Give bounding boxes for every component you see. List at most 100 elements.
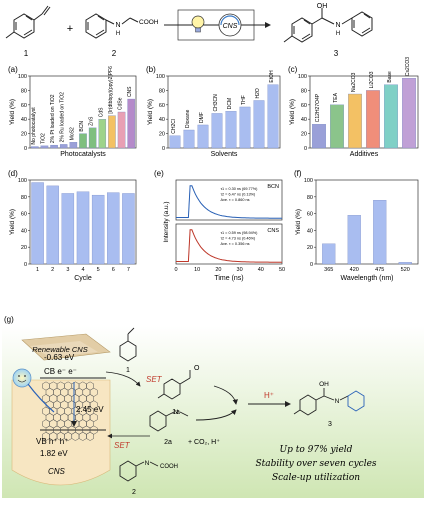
plus-sign: + — [67, 23, 73, 35]
panel-a-bar — [40, 145, 49, 149]
panel-d-bar — [91, 194, 105, 265]
panel-a-bar — [50, 144, 58, 149]
panel-c-bar-label: Cs2CO3 — [405, 57, 411, 76]
panel-b-letter: (b) — [146, 65, 156, 74]
panel-f-xtick-label: 365 — [324, 267, 333, 273]
panel-e-bottom-frame — [175, 223, 283, 265]
panel-c: (c) 0 20 40 60 80 100 Yield (%) Additives C12H27O… — [288, 57, 419, 158]
panel-c-ytick-label: 80 — [301, 88, 307, 94]
panel-b-ytick-label: 60 — [159, 103, 165, 109]
panel-b-bar — [225, 111, 237, 149]
mech-oh-label: OH — [319, 381, 329, 388]
panel-d-bar — [31, 182, 44, 265]
panel-a-ylabel: Yield (%) — [9, 99, 16, 125]
cns-fit-line: Ave. τ = 0.356 ns — [221, 242, 250, 246]
panel-c-frame — [309, 75, 419, 149]
panel-d-xlabel: Cycle — [74, 275, 92, 282]
panel-c-letter: (c) — [288, 65, 298, 74]
mech-cooh-label: COOH — [160, 464, 178, 470]
panel-b-frame — [167, 75, 281, 149]
bcn-fit-line: τ1 = 0.30 ns (69.77%) — [221, 187, 259, 191]
cns-fit-line: τ2 = 4.73 ns (0.46%) — [221, 237, 256, 241]
set-arrow-1 — [105, 371, 141, 387]
product-h-label: H — [336, 31, 340, 37]
panel-b-bar-label: CH2Cl — [171, 119, 177, 134]
label-3: 3 — [334, 49, 339, 58]
cns-fit-line: τ1 = 0.59 ns (98.94%) — [221, 231, 259, 235]
panel-b-ytick-label: 40 — [159, 117, 165, 123]
panel-a-ytick-label: 0 — [24, 146, 27, 152]
panel-b-bar-label: CH3CN — [213, 94, 219, 112]
panel-a-bar-label: CdS — [98, 107, 104, 117]
panel-a-bar-label: TiO2 — [40, 133, 46, 144]
panel-e-xtick-label: 40 — [258, 267, 264, 273]
panel-d-xtick-label: 2 — [51, 267, 54, 273]
panel-d: (d) 0 20 40 60 80 100 Yield (%) Cycle 1 2 3 4 5 6 7 — [8, 169, 137, 282]
panel-a-bar-label: CdSe — [118, 97, 124, 110]
renewable-cns-label: Renewable CNS — [32, 345, 87, 354]
mech-2-n-label: N — [145, 460, 150, 467]
mech-molecule-3 — [293, 388, 365, 416]
panel-a-bar-label: MoS2 — [69, 127, 75, 140]
cb-label: CB e⁻ e⁻ — [44, 367, 77, 376]
sun-icon — [12, 368, 55, 413]
panel-c-bar-label: C12H27O4P — [315, 93, 321, 122]
mech-molecule-1a — [157, 370, 191, 400]
panel-c-bar — [402, 78, 416, 149]
panel-f-ytick-label: 80 — [307, 195, 313, 201]
panel-f-frame — [315, 179, 419, 265]
mech-2a-n-label: N — [174, 409, 179, 416]
panel-c-bar-label: TEA — [333, 92, 339, 102]
panel-d-xtick-label: 7 — [127, 267, 130, 273]
panel-c-bar — [348, 93, 362, 149]
panel-d-bar — [122, 193, 135, 265]
vb-label: VB h⁺ h⁺ — [36, 437, 68, 446]
panel-c-bar-label: Base — [387, 71, 393, 83]
panel-a-bar-label: 2% Ru loaded on TiO2 — [60, 92, 66, 143]
panel-f-letter: (f) — [294, 169, 302, 178]
bcn-fit-line: τ2 = 6.47 ns (0.13%) — [221, 193, 256, 197]
panel-d-xtick-label: 3 — [66, 267, 69, 273]
panel-d-bar — [61, 193, 75, 265]
panel-d-bar — [76, 191, 90, 265]
panel-d-letter: (d) — [8, 169, 18, 178]
panel-f-ytick-label: 60 — [307, 212, 313, 218]
panel-d-ytick-label: 40 — [21, 228, 27, 234]
bcn-legend: BCN — [267, 184, 279, 190]
label-2: 2 — [112, 49, 117, 58]
nh-label: N — [115, 22, 120, 29]
panel-e-ylabel: Intensity (a.u.) — [163, 201, 170, 242]
mech-label-1a: 1a — [172, 409, 180, 416]
light-bulb-icon — [191, 15, 205, 33]
cb-energy-label: -0.63 eV — [44, 353, 75, 362]
panel-f-xtick-label: 520 — [401, 267, 410, 273]
panel-b-bar — [239, 106, 251, 149]
mech-label-2: 2 — [132, 489, 136, 496]
molecule-1 — [5, 5, 51, 39]
panel-c-bar — [330, 104, 344, 149]
cns-label: CNS — [223, 23, 238, 30]
panel-d-bar — [46, 185, 59, 265]
panel-a-bar-label: No photocatalyst — [31, 107, 37, 145]
panel-a-bar — [79, 133, 87, 149]
panel-e-letter: (e) — [154, 169, 164, 178]
panel-f-bar — [373, 200, 387, 265]
panel-c-ytick-label: 100 — [298, 74, 307, 80]
panel-f-bar — [322, 243, 336, 265]
panel-f-ytick-label: 100 — [304, 178, 313, 184]
band-gap-label: 2.45 eV — [76, 405, 104, 414]
panel-f-bar — [347, 215, 361, 265]
panel-c-bar — [366, 90, 380, 149]
oh-label: OH — [317, 3, 328, 10]
co2-label: + CO₂, H⁺ — [188, 439, 220, 446]
panel-e-xlabel: Time (ns) — [214, 275, 243, 282]
claim-scaleup: Scale-up utilization — [272, 473, 360, 483]
panel-b-bar-label: EtOH — [269, 70, 275, 83]
coupling-arrow-1 — [213, 385, 238, 405]
claim-yield: Up to 97% yield — [280, 445, 353, 455]
panel-f-xlabel: Wavelength (nm) — [340, 275, 393, 282]
mech-label-1: 1 — [126, 367, 130, 374]
panel-a-ytick-label: 20 — [21, 132, 27, 138]
